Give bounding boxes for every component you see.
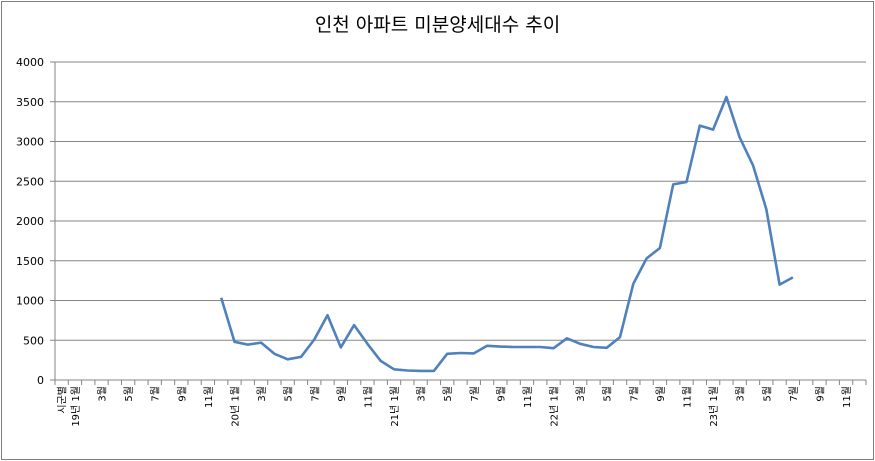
x-tick-label: 3월 [416, 386, 428, 402]
x-tick-label: 11월 [522, 386, 534, 408]
chart-title: 인천 아파트 미분양세대수 추이 [314, 14, 561, 36]
y-tick-label: 2000 [16, 215, 44, 228]
y-tick-label: 500 [23, 334, 44, 347]
x-tick-label: 5월 [123, 386, 135, 402]
x-tick-label: 11월 [362, 386, 374, 408]
x-tick-label: 7월 [469, 386, 481, 402]
x-tick-label: 21년 1월 [389, 386, 401, 427]
x-tick-label: 22년 1월 [549, 386, 561, 427]
y-tick-label: 0 [37, 374, 44, 387]
x-axis-ticks: 시군별 19년 1월 3월 5월 7월 9월 11월 20년 1월 3월 5월 7월 9월 11월 21년… [57, 386, 853, 427]
series-line [219, 95, 794, 373]
x-tick-label: 7월 [788, 386, 800, 402]
x-tick-label: 9월 [814, 386, 826, 402]
x-tick-label: 23년 1월 [708, 386, 720, 427]
x-tick-label: 9월 [495, 386, 507, 402]
x-tick-label: 9월 [655, 386, 667, 402]
x-tick-label: 9월 [176, 386, 188, 402]
y-tick-label: 4000 [16, 56, 44, 69]
x-tick-label: 시군별 [57, 386, 69, 414]
x-tick-label: 5월 [442, 386, 454, 402]
gridlines [55, 61, 866, 341]
series-group [219, 95, 794, 373]
x-tick-label: 9월 [336, 386, 348, 402]
x-tick-label: 3월 [97, 386, 109, 402]
x-tick-label: 3월 [256, 386, 268, 402]
x-tick-label: 11월 [682, 386, 694, 408]
x-tick-label: 20년 1월 [229, 386, 241, 427]
y-tick-label: 1000 [16, 295, 44, 308]
y-tick-label: 3000 [16, 136, 44, 149]
y-axis-ticks: 0 500 1000 1500 2000 2500 3000 3500 4000 [16, 56, 44, 387]
x-tick-label: 11월 [841, 386, 853, 408]
x-tick-label: 3월 [735, 386, 747, 402]
x-tick-label: 3월 [575, 386, 587, 402]
y-tick-label: 1500 [16, 255, 44, 268]
x-tick-label: 7월 [309, 386, 321, 402]
axes [50, 61, 867, 385]
x-tick-label: 7월 [150, 386, 162, 402]
y-tick-label: 3500 [16, 96, 44, 109]
x-tick-label: 5월 [602, 386, 614, 402]
y-tick-label: 2500 [16, 175, 44, 188]
x-tick-label: 7월 [628, 386, 640, 402]
x-tick-label: 19년 1월 [70, 386, 82, 427]
x-tick-label: 11월 [203, 386, 215, 408]
x-tick-label: 5월 [761, 386, 773, 402]
x-tick-label: 5월 [283, 386, 295, 402]
